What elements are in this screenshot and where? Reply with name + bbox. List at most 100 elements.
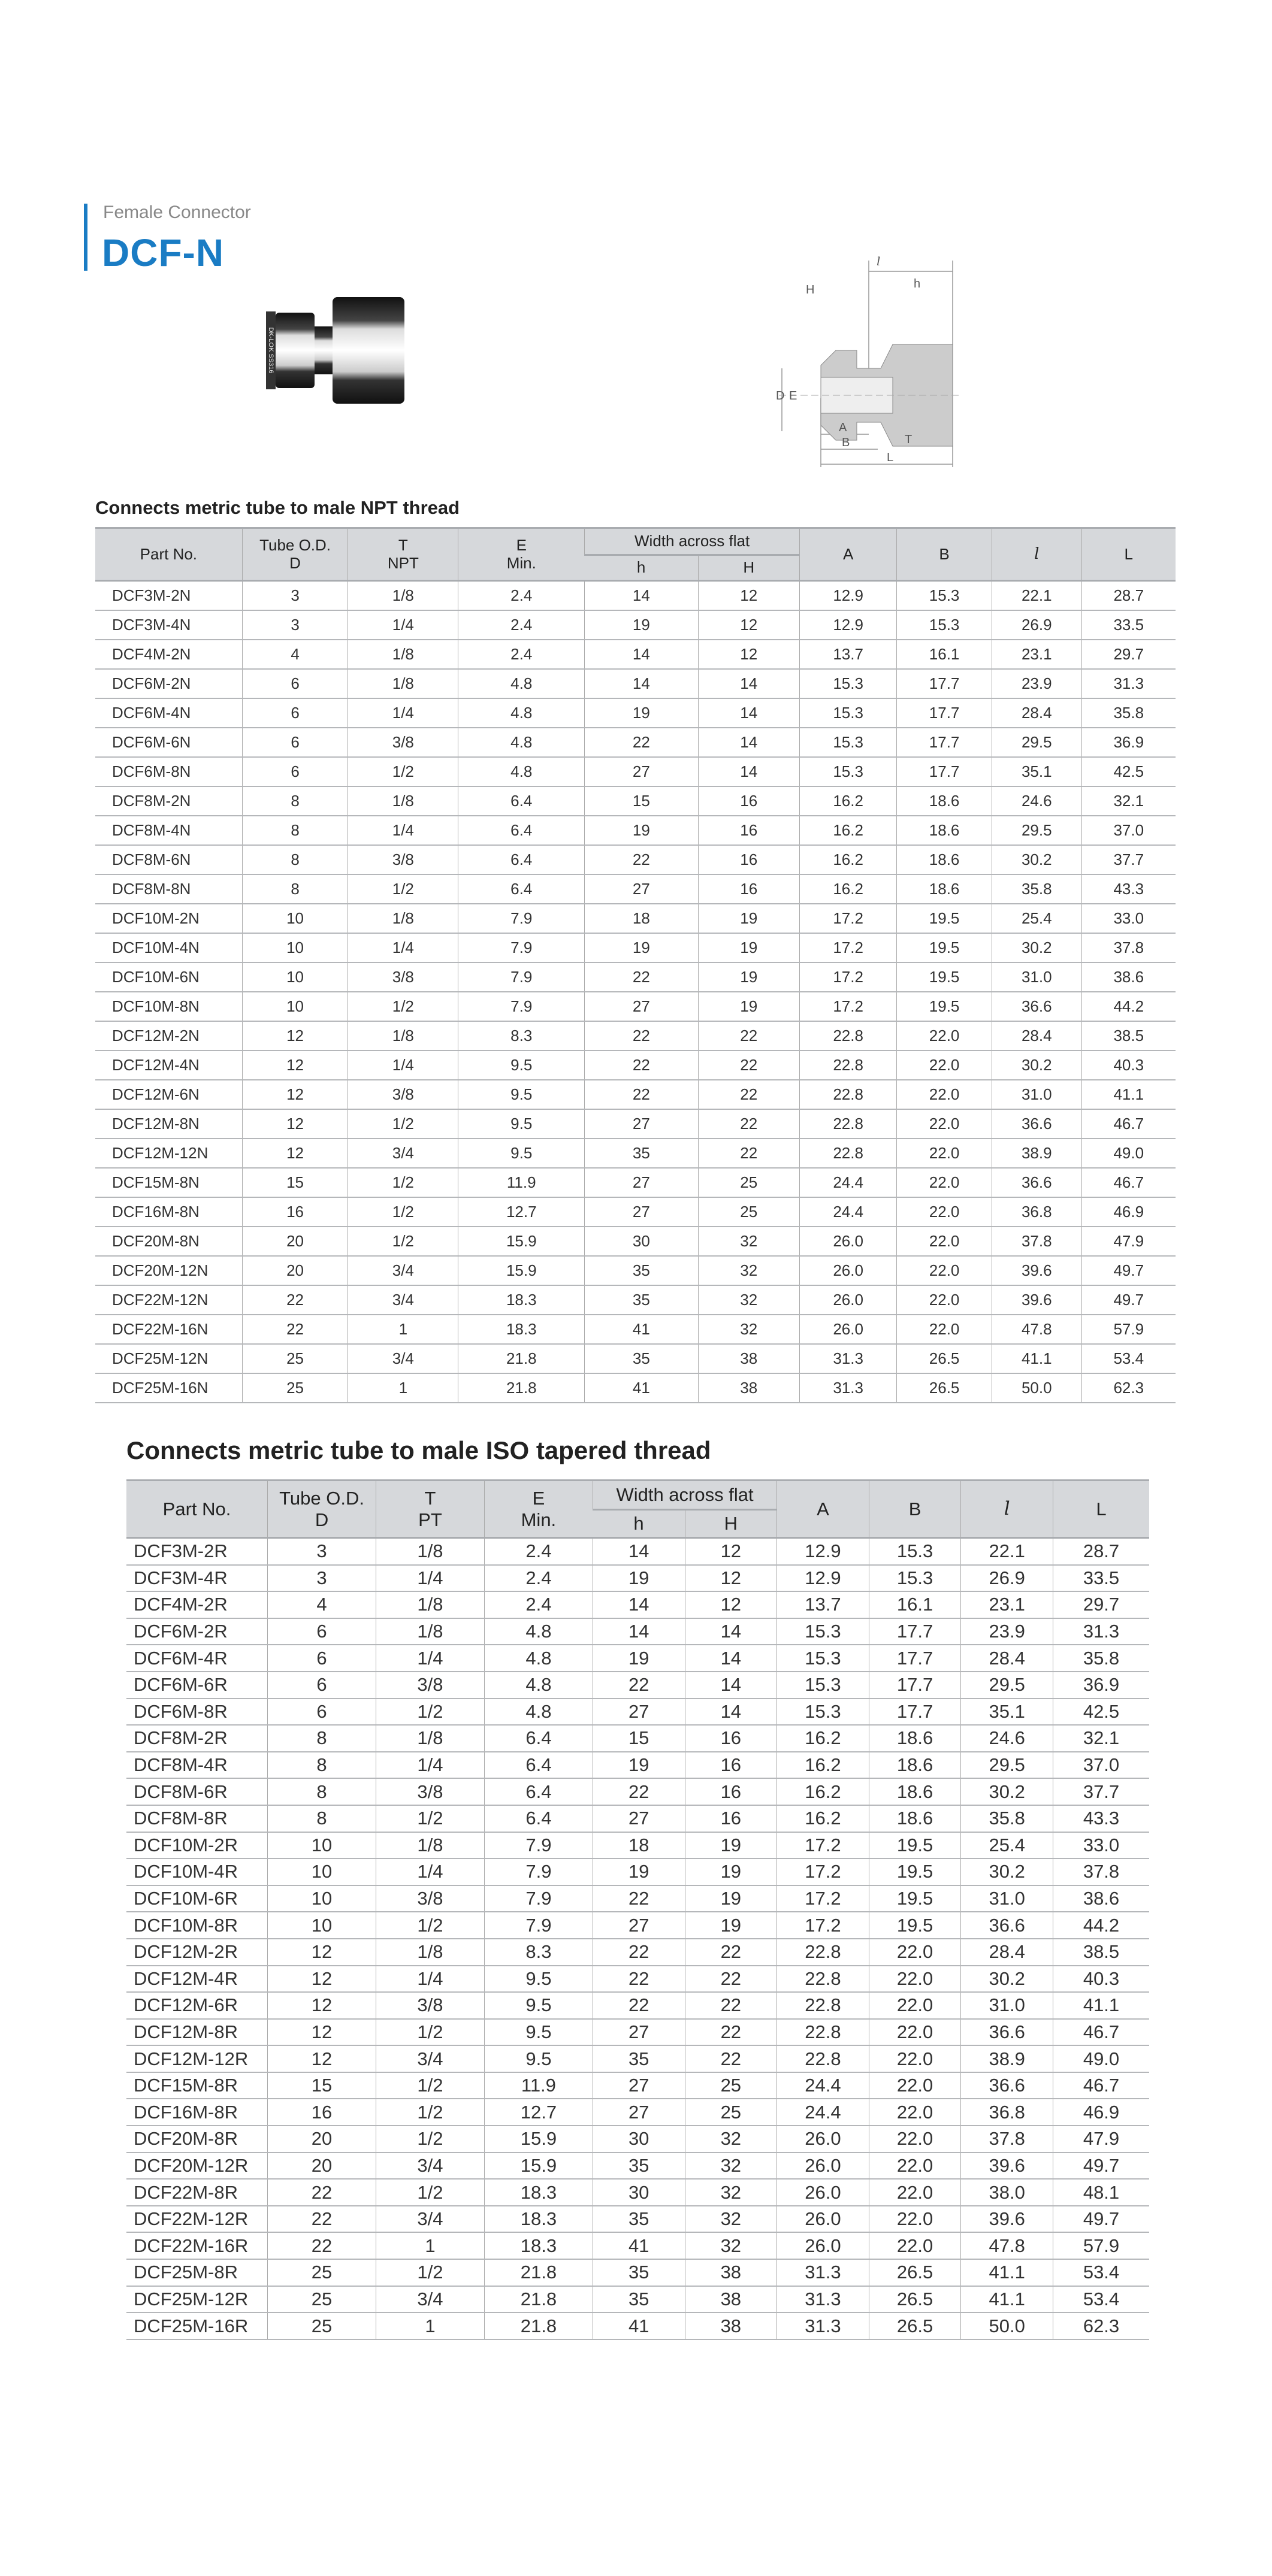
cell-dim-l: 25.4 <box>960 1832 1053 1860</box>
cell-tube-od: 12 <box>241 1109 348 1139</box>
cell-dim-b: 18.6 <box>896 874 992 904</box>
cell-part-no: DCF10M-2N <box>95 904 243 934</box>
cell-width-h: 30 <box>592 2179 685 2206</box>
cell-dim-a: 15.3 <box>799 698 897 728</box>
cell-part-no: DCF6M-8R <box>126 1698 268 1726</box>
cell-thread-size: 1/4 <box>348 610 458 640</box>
cell-width-H: 22 <box>697 1109 800 1139</box>
cell-dim-L: 46.7 <box>1053 2018 1149 2047</box>
cell-width-h: 19 <box>584 610 699 640</box>
col-thread: T NPT <box>348 527 458 582</box>
cell-tube-od: 8 <box>241 874 348 904</box>
cell-dim-b: 22.0 <box>868 2072 961 2100</box>
cell-dim-a: 15.3 <box>777 1645 869 1672</box>
cell-e-min: 6.4 <box>484 1751 593 1779</box>
cell-dim-b: 22.0 <box>868 2205 961 2233</box>
cell-dim-a: 22.8 <box>777 2018 869 2047</box>
cell-width-h: 27 <box>584 1109 699 1139</box>
cell-e-min: 4.8 <box>484 1671 593 1699</box>
cell-dim-L: 33.5 <box>1053 1564 1149 1593</box>
cell-e-min: 6.4 <box>484 1778 593 1806</box>
cell-dim-b: 18.6 <box>868 1805 961 1833</box>
header-t: T <box>398 535 408 554</box>
cell-dim-b: 18.6 <box>896 845 992 875</box>
cell-part-no: DCF25M-16N <box>95 1373 243 1403</box>
cell-dim-l: 41.1 <box>991 1344 1082 1374</box>
cell-e-min: 9.5 <box>458 1080 585 1110</box>
cell-dim-b: 19.5 <box>868 1832 961 1860</box>
cell-part-no: DCF8M-2R <box>126 1725 268 1752</box>
header-t-sub: NPT <box>387 553 419 572</box>
cell-dim-l: 36.6 <box>991 1168 1082 1198</box>
cell-width-h: 35 <box>592 2286 685 2314</box>
cell-tube-od: 6 <box>241 698 348 728</box>
cell-dim-a: 17.2 <box>777 1885 869 1913</box>
cell-tube-od: 10 <box>267 1885 376 1913</box>
cell-dim-l: 36.6 <box>960 2018 1053 2047</box>
cell-dim-b: 22.0 <box>868 2232 961 2260</box>
cell-dim-b: 19.5 <box>896 992 992 1022</box>
cell-width-h: 35 <box>592 2205 685 2233</box>
cell-part-no: DCF10M-2R <box>126 1832 268 1860</box>
table-row: DCF6M-2N 6 1/8 4.8 14 14 15.3 17.7 23.9 31.3 <box>95 669 1176 699</box>
cell-dim-b: 19.5 <box>868 1885 961 1913</box>
accent-bar <box>84 204 87 271</box>
cell-dim-b: 22.0 <box>868 2179 961 2206</box>
cell-dim-L: 37.0 <box>1081 816 1176 846</box>
cell-dim-b: 22.0 <box>896 1168 992 1198</box>
cell-width-h: 35 <box>592 2152 685 2180</box>
cell-dim-L: 46.7 <box>1081 1109 1176 1139</box>
npt-dimension-table: Part No. Tube O.D. D T NPT E Min. Width across … <box>95 527 1176 1403</box>
cell-dim-a: 22.8 <box>777 1992 869 2020</box>
cell-dim-l: 23.9 <box>960 1618 1053 1646</box>
cell-dim-L: 38.6 <box>1053 1885 1149 1913</box>
cell-width-h: 27 <box>584 874 699 904</box>
cell-dim-a: 17.2 <box>777 1912 869 1939</box>
cell-width-h: 22 <box>592 1885 685 1913</box>
cell-dim-a: 16.2 <box>799 874 897 904</box>
cell-tube-od: 12 <box>241 1051 348 1080</box>
table-row: DCF6M-4R 6 1/4 4.8 19 14 15.3 17.7 28.4 35.8 <box>126 1645 1149 1672</box>
cell-thread-size: 1/2 <box>376 2126 485 2153</box>
col-L: L <box>1081 527 1176 582</box>
label-B: B <box>842 436 850 449</box>
cell-part-no: DCF12M-12R <box>126 2045 268 2073</box>
cell-dim-L: 41.1 <box>1081 1080 1176 1110</box>
cell-width-H: 14 <box>684 1618 777 1646</box>
cell-width-H: 32 <box>684 2179 777 2206</box>
header-tube-od-sub: D <box>315 1509 329 1530</box>
cell-dim-b: 22.0 <box>868 2045 961 2073</box>
cell-tube-od: 25 <box>267 2312 376 2340</box>
cell-dim-l: 39.6 <box>960 2205 1053 2233</box>
cell-dim-l: 28.4 <box>991 698 1082 728</box>
cell-width-H: 14 <box>697 669 800 699</box>
cell-width-h: 14 <box>592 1618 685 1646</box>
cell-tube-od: 22 <box>267 2179 376 2206</box>
cell-part-no: DCF12M-6R <box>126 1992 268 2020</box>
table-row: DCF25M-12R 25 3/4 21.8 35 38 31.3 26.5 41.1 53.4 <box>126 2286 1149 2314</box>
cell-dim-a: 12.9 <box>799 580 897 611</box>
cell-tube-od: 6 <box>267 1645 376 1672</box>
header-part-no: Part No. <box>162 1498 231 1519</box>
cell-width-h: 35 <box>584 1285 699 1315</box>
cell-dim-L: 53.4 <box>1053 2259 1149 2287</box>
cell-dim-b: 15.3 <box>896 610 992 640</box>
cell-e-min: 9.5 <box>458 1051 585 1080</box>
cell-dim-l: 22.1 <box>991 580 1082 611</box>
cell-tube-od: 20 <box>267 2152 376 2180</box>
cell-dim-L: 37.8 <box>1053 1858 1149 1886</box>
cell-width-H: 16 <box>697 845 800 875</box>
cell-width-h: 14 <box>584 669 699 699</box>
cell-thread-size: 1 <box>348 1373 458 1403</box>
cell-part-no: DCF12M-6N <box>95 1080 243 1110</box>
cell-width-h: 27 <box>592 2072 685 2100</box>
cell-tube-od: 10 <box>241 933 348 963</box>
table-row: DCF22M-12R 22 3/4 18.3 35 32 26.0 22.0 39.6 49.7 <box>126 2205 1149 2233</box>
cell-dim-l: 41.1 <box>960 2286 1053 2314</box>
cell-part-no: DCF25M-8R <box>126 2259 268 2287</box>
cell-e-min: 18.3 <box>484 2205 593 2233</box>
cell-dim-L: 46.9 <box>1053 2099 1149 2127</box>
header-tube-od: Tube O.D. <box>259 535 331 554</box>
table-row: DCF16M-8N 16 1/2 12.7 27 25 24.4 22.0 36.8 46.9 <box>95 1197 1176 1227</box>
cell-tube-od: 4 <box>241 640 348 670</box>
